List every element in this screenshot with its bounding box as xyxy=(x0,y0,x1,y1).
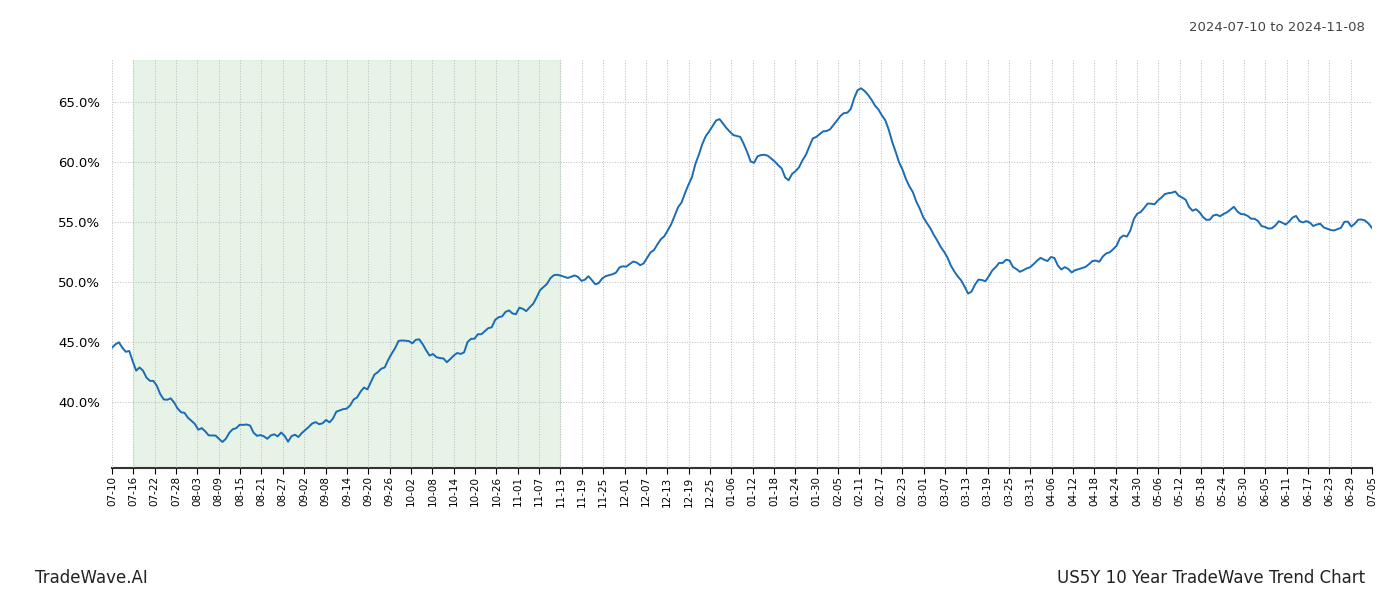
Text: US5Y 10 Year TradeWave Trend Chart: US5Y 10 Year TradeWave Trend Chart xyxy=(1057,569,1365,587)
Bar xyxy=(133,60,560,468)
Text: TradeWave.AI: TradeWave.AI xyxy=(35,569,148,587)
Text: 2024-07-10 to 2024-11-08: 2024-07-10 to 2024-11-08 xyxy=(1189,21,1365,34)
